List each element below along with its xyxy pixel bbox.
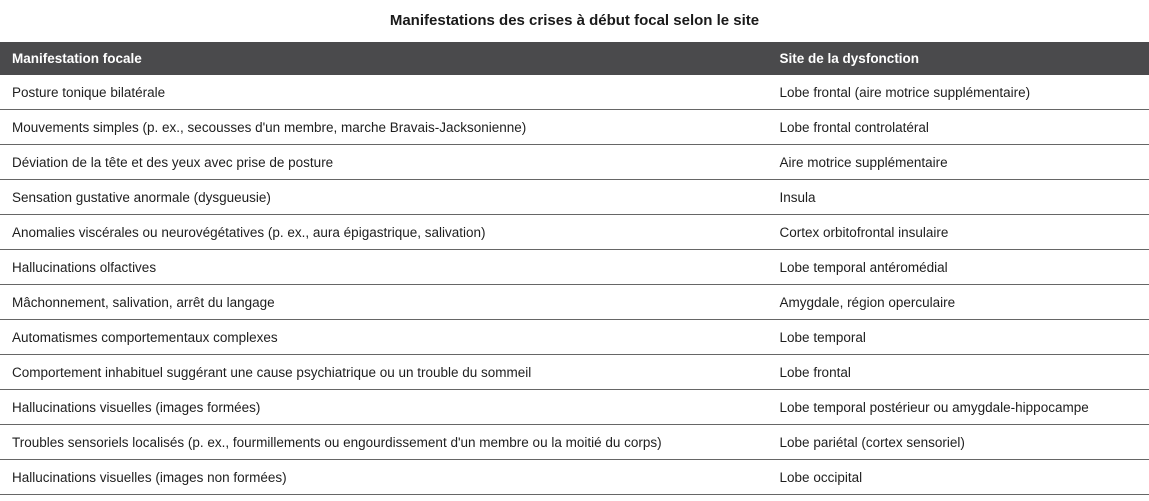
manifestation-cell: Mâchonnement, salivation, arrêt du langa… (0, 284, 768, 320)
table-row: Automatismes comportementaux complexes Lo… (0, 319, 1149, 355)
header-row: Manifestation focale Site de la dysfonct… (0, 42, 1149, 75)
site-cell: Lobe frontal (aire motrice supplémentair… (767, 75, 1149, 110)
table-row: Troubles sensoriels localisés (p. ex., f… (0, 424, 1149, 460)
site-cell: Aire motrice supplémentaire (767, 144, 1149, 180)
table-row: Mouvements simples (p. ex., secousses d'… (0, 109, 1149, 145)
site-cell: Lobe temporal antéromédial (767, 249, 1149, 285)
table-row: Anomalies viscérales ou neurovégétatives… (0, 214, 1149, 250)
site-cell: Lobe temporal (767, 319, 1149, 355)
table-row: Hallucinations visuelles (images non for… (0, 459, 1149, 495)
site-cell: Cortex orbitofrontal insulaire (767, 214, 1149, 250)
table-row: Hallucinations olfactives Lobe temporal a… (0, 249, 1149, 285)
site-cell: Lobe occipital (767, 459, 1149, 495)
manifestation-cell: Troubles sensoriels localisés (p. ex., f… (0, 424, 768, 460)
table-row: Posture tonique bilatérale Lobe frontal (… (0, 75, 1149, 110)
site-cell: Lobe temporal postérieur ou amygdale-hip… (767, 389, 1149, 425)
manifestation-cell: Hallucinations olfactives (0, 249, 768, 285)
table-row: Hallucinations visuelles (images formées… (0, 389, 1149, 425)
manifestation-cell: Hallucinations visuelles (images formées… (0, 389, 768, 425)
column-header-site: Site de la dysfonction (767, 42, 1149, 75)
site-cell: Amygdale, région operculaire (767, 284, 1149, 320)
manifestation-cell: Hallucinations visuelles (images non for… (0, 459, 768, 495)
page-title: Manifestations des crises à début focal … (389, 12, 760, 29)
manifestation-cell: Posture tonique bilatérale (0, 75, 768, 110)
manifestation-cell: Mouvements simples (p. ex., secousses d'… (0, 109, 768, 145)
table-row: Comportement inhabituel suggérant une ca… (0, 354, 1149, 390)
site-cell: Lobe frontal (767, 354, 1149, 390)
manifestation-cell: Anomalies viscérales ou neurovégétatives… (0, 214, 768, 250)
manifestation-cell: Déviation de la tête et des yeux avec pr… (0, 144, 768, 180)
focal-seizure-table: Manifestation focale Site de la dysfonct… (0, 42, 1149, 495)
manifestation-cell: Sensation gustative anormale (dysgueusie… (0, 179, 768, 215)
table-row: Mâchonnement, salivation, arrêt du langa… (0, 284, 1149, 320)
site-cell: Lobe pariétal (cortex sensoriel) (767, 424, 1149, 460)
site-cell: Insula (767, 179, 1149, 215)
manifestation-cell: Comportement inhabituel suggérant une ca… (0, 354, 768, 390)
site-cell: Lobe frontal controlatéral (767, 109, 1149, 145)
table-row: Sensation gustative anormale (dysgueusie… (0, 179, 1149, 215)
column-header-manifestation: Manifestation focale (0, 42, 768, 75)
manifestation-cell: Automatismes comportementaux complexes (0, 319, 768, 355)
table-row: Déviation de la tête et des yeux avec pr… (0, 144, 1149, 180)
